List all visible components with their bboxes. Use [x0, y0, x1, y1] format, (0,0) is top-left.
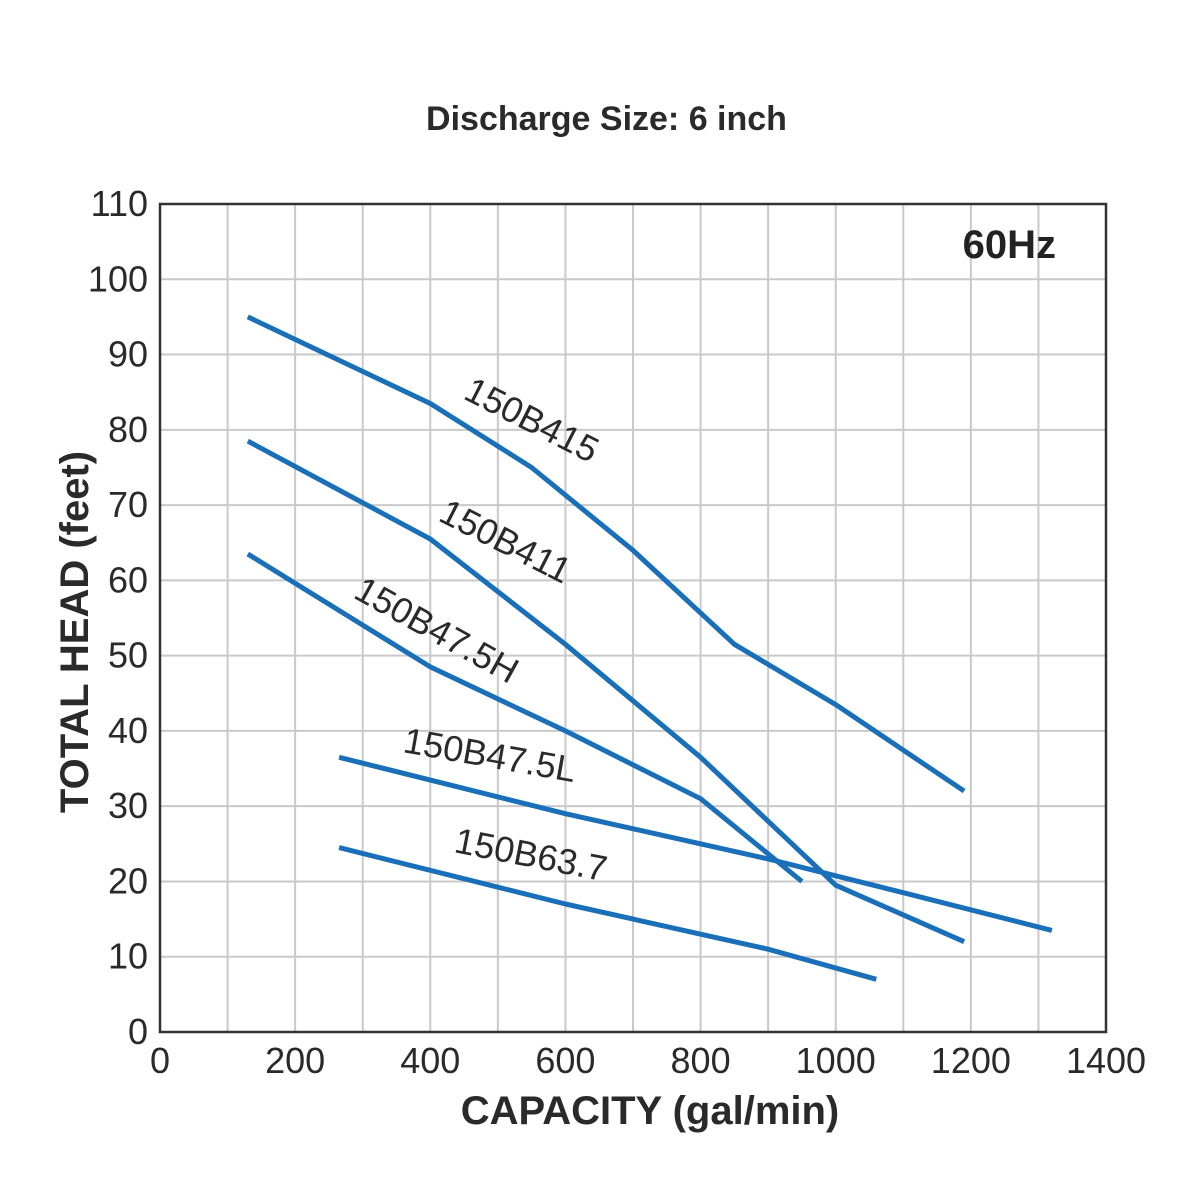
y-tick-label: 110: [91, 183, 148, 224]
y-tick-label: 70: [108, 484, 148, 525]
y-tick-label: 100: [88, 258, 148, 299]
y-tick-labels: 0 10 20 30 40 50 60 70 80 90 100 110: [88, 183, 148, 1052]
y-tick-label: 30: [108, 785, 148, 826]
y-tick-label: 60: [108, 559, 148, 600]
x-tick-label: 1200: [931, 1040, 1011, 1081]
series-line: [338, 845, 877, 982]
x-tick-label: 1000: [796, 1040, 876, 1081]
y-tick-label: 0: [128, 1011, 148, 1052]
x-tick-label: 800: [671, 1040, 731, 1081]
x-tick-label: 400: [400, 1040, 460, 1081]
plot-frame: [158, 202, 1108, 1034]
y-tick-label: 20: [108, 860, 148, 901]
series-line: [246, 314, 966, 794]
y-axis-label: TOTAL HEAD (feet): [53, 451, 97, 813]
series-lines: [246, 314, 1053, 982]
series-line: [338, 754, 1053, 933]
series-label: 150B415: [458, 369, 605, 471]
y-tick-label: 90: [108, 334, 148, 375]
series-label: 150B63.7: [451, 820, 610, 890]
frequency-label: 60Hz: [963, 223, 1056, 267]
y-tick-label: 40: [108, 710, 148, 751]
x-tick-label: 200: [265, 1040, 325, 1081]
series-line: [246, 438, 966, 944]
x-tick-labels: 0 200 400 600 800 1000 1200 1400: [150, 1040, 1146, 1081]
x-tick-label: 0: [150, 1040, 170, 1081]
x-tick-label: 1400: [1066, 1040, 1146, 1081]
x-axis-label: CAPACITY (gal/min): [461, 1089, 840, 1133]
series-line: [246, 551, 804, 884]
x-tick-label: 600: [535, 1040, 595, 1081]
y-tick-label: 50: [108, 635, 148, 676]
y-tick-label: 10: [108, 936, 148, 977]
chart-title: Discharge Size: 6 inch: [426, 100, 787, 138]
y-tick-label: 80: [108, 409, 148, 450]
